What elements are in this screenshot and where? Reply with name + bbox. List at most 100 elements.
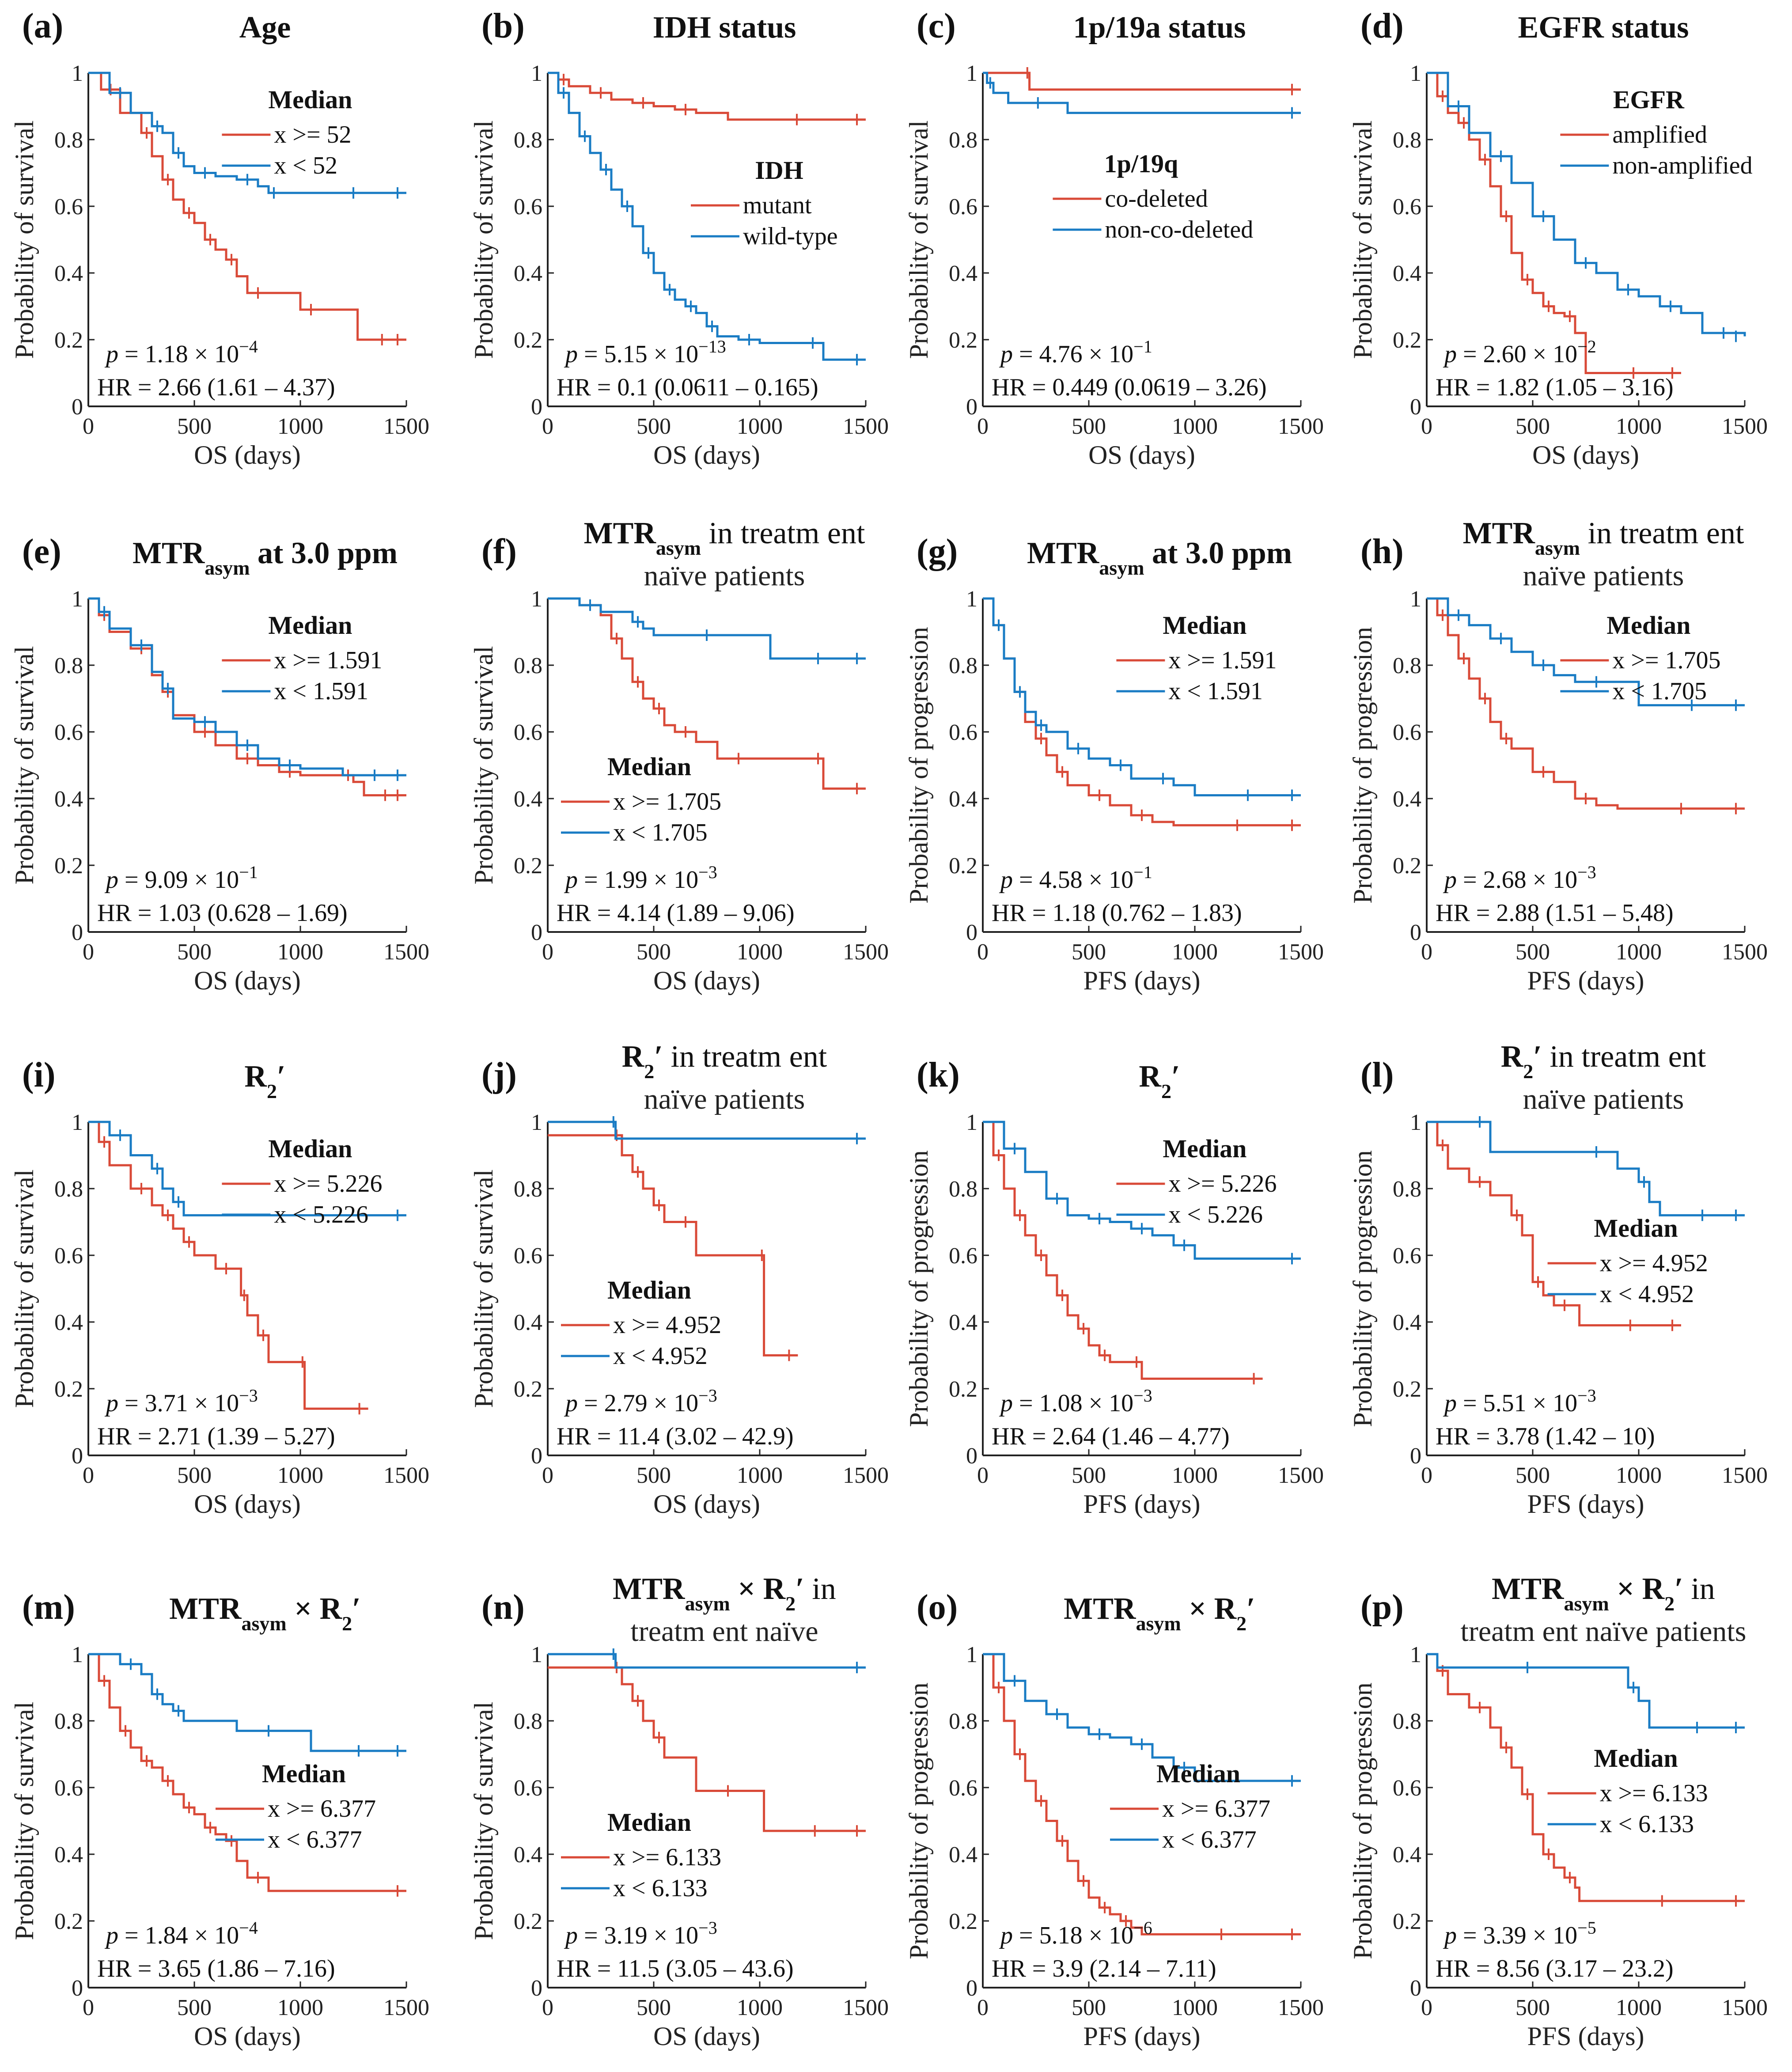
hazard-ratio: HR = 0.449 (0.0619 – 3.26) — [992, 374, 1267, 401]
p-value: p = 3.71 × 10−3 — [104, 1386, 258, 1417]
y-tick-label: 0 — [72, 1443, 83, 1469]
y-axis-label: Probability of progression — [1348, 627, 1377, 904]
km-curve-blue — [88, 1653, 406, 1752]
y-tick-label: 1 — [72, 1110, 83, 1135]
chart-panel-n: 0 0.2 0.4 0.6 0.8 1 0 500 1000 1500 OS (days) Proba… — [469, 1572, 889, 2051]
x-tick-label: 500 — [636, 939, 671, 965]
panel-letter: (d) — [1360, 7, 1404, 45]
y-tick-label: 0.2 — [54, 853, 83, 879]
hazard-ratio: HR = 1.03 (0.628 – 1.69) — [97, 899, 348, 927]
km-curve-blue — [548, 597, 866, 660]
x-axis-label: OS (days) — [653, 2022, 760, 2051]
x-tick-label: 500 — [1072, 1463, 1106, 1488]
legend-label: x < 6.133 — [1600, 1811, 1694, 1838]
x-tick-label: 1500 — [383, 1995, 429, 2020]
panel-letter: (m) — [22, 1588, 75, 1627]
chart-panel-a: 0 0.2 0.4 0.6 0.8 1 0 500 1000 1500 OS (days) Proba… — [10, 7, 429, 470]
y-tick-label: 0.4 — [54, 787, 83, 812]
km-curve-blue — [983, 597, 1301, 796]
legend-label: x < 1.591 — [274, 678, 368, 705]
x-tick-label: 500 — [177, 1995, 212, 2020]
y-axis-label: Probability of progression — [1348, 1682, 1377, 1959]
x-tick-label: 0 — [977, 1463, 989, 1488]
x-axis-label: OS (days) — [1532, 440, 1639, 470]
y-tick-label: 0.4 — [54, 1842, 83, 1867]
x-tick-label: 0 — [1421, 1463, 1432, 1488]
y-tick-label: 0.4 — [54, 261, 83, 286]
chart-title: IDH status — [653, 11, 796, 45]
y-tick-label: 0.4 — [949, 787, 977, 812]
y-tick-label: 0 — [531, 1976, 542, 2001]
p-value: p = 1.08 × 10−3 — [999, 1386, 1152, 1417]
y-tick-label: 0.8 — [1393, 653, 1421, 678]
km-curve-blue — [88, 72, 406, 194]
y-tick-label: 0 — [1410, 394, 1421, 420]
km-curve-red — [548, 1666, 866, 1832]
x-tick-label: 1500 — [843, 1995, 889, 2020]
y-axis-label: Probability of survival — [469, 121, 498, 359]
legend-title: Median — [607, 752, 691, 781]
chart-panel-l: 0 0.2 0.4 0.6 0.8 1 0 500 1000 1500 PFS (days) Prob… — [1348, 1040, 1768, 1519]
y-tick-label: 0 — [72, 394, 83, 420]
x-axis-label: PFS (days) — [1527, 1489, 1644, 1519]
y-tick-label: 0.6 — [54, 1243, 83, 1269]
p-value: p = 2.79 × 10−3 — [564, 1386, 717, 1417]
x-tick-label: 500 — [1515, 1995, 1550, 2020]
x-axis-label: PFS (days) — [1527, 966, 1644, 995]
y-tick-label: 0.2 — [54, 1377, 83, 1402]
x-tick-label: 0 — [83, 1463, 94, 1488]
chart-panel-b: 0 0.2 0.4 0.6 0.8 1 0 500 1000 1500 OS (days) Proba… — [469, 7, 889, 470]
hazard-ratio: HR = 3.65 (1.86 – 7.16) — [97, 1955, 335, 1982]
x-axis-label: PFS (days) — [1527, 2022, 1644, 2051]
p-value: p = 1.99 × 10−3 — [564, 862, 717, 894]
y-axis-label: Probability of survival — [904, 121, 933, 359]
x-axis-label: PFS (days) — [1083, 2022, 1200, 2051]
hazard-ratio: HR = 3.9 (2.14 – 7.11) — [992, 1955, 1216, 1982]
hazard-ratio: HR = 1.82 (1.05 – 3.16) — [1436, 374, 1674, 401]
y-axis-label: Probability of survival — [469, 1170, 498, 1408]
y-tick-label: 0.2 — [514, 1377, 542, 1402]
legend-label: x >= 52 — [274, 121, 351, 148]
legend-label: x < 5.226 — [1168, 1201, 1263, 1228]
y-tick-label: 1 — [72, 1642, 83, 1667]
legend-label: x < 6.377 — [1162, 1826, 1257, 1853]
legend-title: Median — [1163, 611, 1246, 640]
legend-title: Median — [607, 1808, 691, 1837]
hazard-ratio: HR = 8.56 (3.17 – 23.2) — [1436, 1955, 1674, 1982]
panel-letter: (g) — [917, 532, 958, 571]
y-tick-label: 0.6 — [54, 720, 83, 745]
chart-panel-g: 0 0.2 0.4 0.6 0.8 1 0 500 1000 1500 PFS (days) Prob… — [904, 532, 1324, 995]
y-tick-label: 0.4 — [514, 261, 542, 286]
chart-panel-o: 0 0.2 0.4 0.6 0.8 1 0 500 1000 1500 PFS (days) Prob… — [904, 1588, 1324, 2051]
x-tick-label: 0 — [542, 1995, 553, 2020]
y-tick-label: 0.6 — [949, 1243, 977, 1269]
p-value: p = 4.76 × 10−1 — [999, 337, 1152, 368]
chart-title: MTRasym at 3.0 ppm — [1027, 536, 1292, 579]
y-axis-label: Probability of progression — [1348, 1150, 1377, 1427]
y-tick-label: 1 — [531, 1642, 542, 1667]
x-tick-label: 0 — [1421, 414, 1432, 439]
y-tick-label: 0.2 — [54, 328, 83, 353]
y-tick-label: 1 — [1410, 1110, 1421, 1135]
y-tick-label: 0 — [531, 920, 542, 945]
km-curve-red — [88, 72, 406, 341]
x-tick-label: 0 — [542, 414, 553, 439]
legend-title: EGFR — [1613, 85, 1685, 114]
y-tick-label: 0.6 — [54, 1776, 83, 1801]
y-tick-label: 0.4 — [54, 1310, 83, 1335]
legend-label: x >= 1.705 — [1612, 647, 1720, 674]
chart-panel-m: 0 0.2 0.4 0.6 0.8 1 0 500 1000 1500 OS (days) Proba… — [10, 1588, 429, 2051]
x-tick-label: 1500 — [843, 414, 889, 439]
x-tick-label: 1500 — [1278, 939, 1324, 965]
y-tick-label: 0.4 — [949, 1310, 977, 1335]
hazard-ratio: HR = 2.66 (1.61 – 4.37) — [97, 374, 335, 401]
hazard-ratio: HR = 11.5 (3.05 – 43.6) — [557, 1955, 794, 1982]
x-axis-label: PFS (days) — [1083, 966, 1200, 995]
y-tick-label: 0.6 — [54, 194, 83, 220]
x-tick-label: 500 — [1515, 939, 1550, 965]
p-value: p = 5.18 × 10−6 — [999, 1918, 1152, 1950]
panel-letter: (l) — [1360, 1056, 1394, 1095]
x-tick-label: 1000 — [1172, 1463, 1218, 1488]
p-value: p = 4.58 × 10−1 — [999, 862, 1152, 894]
legend-title: Median — [1594, 1744, 1678, 1773]
